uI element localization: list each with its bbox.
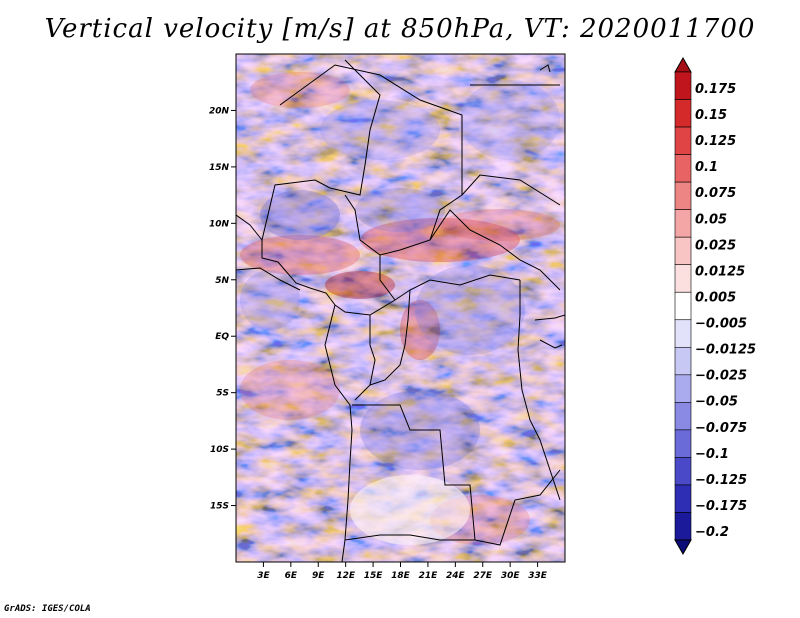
lat-tick-label: 20N xyxy=(209,106,230,116)
lat-tick-label: 5S xyxy=(216,389,229,399)
chart-title: Vertical velocity [m/s] at 850hPa, VT: 2… xyxy=(44,14,756,44)
lat-tick-label: EQ xyxy=(215,332,229,342)
colorbar-level-label: −0.025 xyxy=(695,369,747,384)
colorbar-level-label: −0.125 xyxy=(695,473,747,488)
lat-tick-label: 10N xyxy=(209,219,230,229)
colorbar-swatch xyxy=(674,346,692,376)
colorbar-swatch xyxy=(674,209,692,238)
lat-tick-label: 10S xyxy=(210,445,229,455)
colorbar-swatch xyxy=(674,457,692,486)
lon-tick-label: 15E xyxy=(364,571,384,581)
colorbar-level-label: −0.2 xyxy=(695,525,729,540)
colorbar-max-arrow xyxy=(674,56,692,73)
lat-tick-label: 15S xyxy=(210,502,229,512)
lon-tick-label: 6E xyxy=(285,571,298,581)
colorbar-swatch xyxy=(674,71,692,100)
colorbar-level-label: 0.05 xyxy=(695,212,727,227)
colorbar-level-label: −0.1 xyxy=(695,447,729,462)
colorbar-swatch xyxy=(674,402,692,431)
lon-axis: 3E 6E 9E 12E 15E 18E 21E 24E 27E 30E 33E xyxy=(257,562,548,581)
colorbar-swatch xyxy=(674,154,692,183)
colorbar-level-label: −0.0125 xyxy=(695,343,756,358)
lon-tick-label: 12E xyxy=(336,571,356,581)
footer-credit: GrADS: IGES/COLA xyxy=(4,604,91,614)
colorbar-level-label: −0.05 xyxy=(695,395,738,410)
colorbar-swatch xyxy=(674,99,692,128)
colorbar-level-label: 0.125 xyxy=(695,134,736,149)
colorbar-level-label: 0.005 xyxy=(695,290,736,305)
colorbar-level-label: 0.15 xyxy=(695,108,727,123)
lon-tick-label: 3E xyxy=(257,571,270,581)
lon-tick-label: 18E xyxy=(391,571,411,581)
lon-tick-label: 21E xyxy=(419,571,439,581)
velocity-field xyxy=(236,54,565,562)
colorbar-swatch xyxy=(674,181,692,210)
lon-tick-label: 24E xyxy=(446,571,466,581)
colorbar-level-label: −0.075 xyxy=(695,421,747,436)
lat-tick-label: 15N xyxy=(209,163,230,173)
lon-tick-label: 27E xyxy=(473,571,493,581)
colorbar-swatch xyxy=(674,484,692,513)
colorbar-level-label: 0.025 xyxy=(695,238,736,253)
colorbar: 0.175 0.15 0.125 0.1 0.075 0.05 0.025 0.0125 0.0… xyxy=(674,56,756,556)
colorbar-swatch xyxy=(674,374,692,403)
colorbar-swatch xyxy=(674,291,692,321)
colorbar-level-label: −0.005 xyxy=(695,317,747,332)
lon-tick-label: 9E xyxy=(312,571,325,581)
colorbar-swatch xyxy=(674,512,692,541)
lon-tick-label: 33E xyxy=(528,571,548,581)
colorbar-level-label: 0.175 xyxy=(695,82,736,97)
colorbar-swatch xyxy=(674,264,692,293)
colorbar-swatch xyxy=(674,429,692,458)
colorbar-level-label: 0.1 xyxy=(695,160,718,175)
lon-tick-label: 30E xyxy=(501,571,521,581)
colorbar-level-label: 0.075 xyxy=(695,186,736,201)
colorbar-swatch xyxy=(674,236,692,266)
lat-axis: 20N 15N 10N 5N EQ 5S 10S 15S xyxy=(209,106,236,512)
colorbar-min-arrow xyxy=(674,539,692,556)
country-borders xyxy=(236,59,565,562)
colorbar-swatch xyxy=(674,126,692,155)
colorbar-level-label: 0.0125 xyxy=(695,264,745,279)
colorbar-swatch xyxy=(674,319,692,348)
lat-tick-label: 5N xyxy=(215,276,229,286)
colorbar-level-label: −0.175 xyxy=(695,499,747,514)
